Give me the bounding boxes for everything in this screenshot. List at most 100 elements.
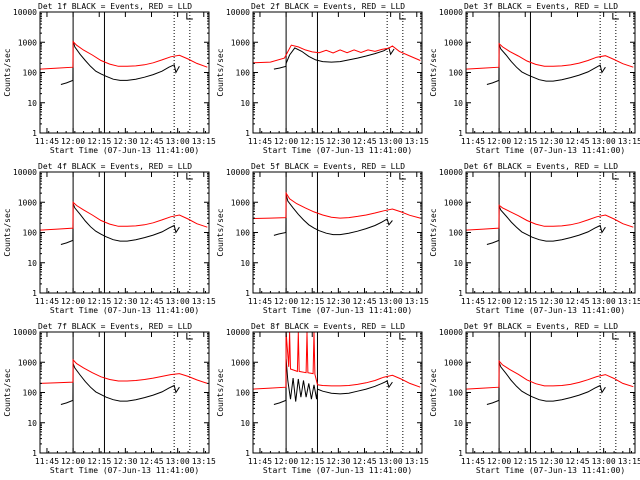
chart-panel-9: 1 10 100 1000 10000 11:45 12:00 12:15 12:30 12:45… xyxy=(429,322,640,475)
x-tick-label: 13:00 xyxy=(166,297,190,306)
x-tick-label: 12:00 xyxy=(61,297,85,306)
y-tick-label: 10 xyxy=(453,259,463,268)
lld-series-line xyxy=(39,358,208,384)
x-tick-label: 12:15 xyxy=(300,137,324,146)
x-tick-label: 12:15 xyxy=(513,137,537,146)
x-tick-label: 12:45 xyxy=(565,457,589,466)
x-tick-label: 13:15 xyxy=(618,137,640,146)
x-tick-label: 12:45 xyxy=(352,457,376,466)
panel-title: Det 9f BLACK = Events, RED = LLD xyxy=(464,322,618,331)
y-tick-label: 1 xyxy=(32,289,37,298)
x-tick-label: 13:00 xyxy=(379,297,403,306)
y-tick-label: 1 xyxy=(32,129,37,138)
y-axis-label: Counts/sec xyxy=(216,48,225,96)
x-tick-label: 12:45 xyxy=(352,297,376,306)
chart-panel-4: 1 10 100 1000 10000 11:45 12:00 12:15 12:30 12:45… xyxy=(3,162,216,315)
panel-title: Det 7f BLACK = Events, RED = LLD xyxy=(38,322,192,331)
lld-series-line xyxy=(252,44,421,64)
x-tick-label: 12:30 xyxy=(113,457,137,466)
y-axis-label: Counts/sec xyxy=(216,368,225,416)
y-axis-label: Counts/sec xyxy=(429,48,438,96)
x-tick-label: 11:45 xyxy=(248,457,272,466)
y-axis-label: Counts/sec xyxy=(216,208,225,256)
x-tick-label: 13:15 xyxy=(192,297,216,306)
y-tick-label: 10000 xyxy=(226,328,250,337)
chart-panel-7: 1 10 100 1000 10000 11:45 12:00 12:15 12:30 12:45… xyxy=(3,322,216,475)
y-tick-label: 10000 xyxy=(439,168,463,177)
y-axis-label: Counts/sec xyxy=(429,368,438,416)
x-tick-label: 12:45 xyxy=(352,137,376,146)
x-tick-label: 13:15 xyxy=(192,457,216,466)
y-tick-label: 1000 xyxy=(444,358,463,367)
y-tick-label: 1000 xyxy=(444,38,463,47)
x-tick-label: 11:45 xyxy=(35,297,59,306)
chart-panel-8: 1 10 100 1000 10000 11:45 12:00 12:15 12:30 12:45… xyxy=(216,322,429,475)
bracket-marker xyxy=(399,333,406,340)
x-axis-label: Start Time (07-Jun-13 11:41:00) xyxy=(50,306,199,315)
bracket-marker xyxy=(186,173,193,180)
y-tick-label: 1 xyxy=(458,449,463,458)
lld-series-line xyxy=(39,201,208,231)
y-tick-label: 100 xyxy=(23,389,38,398)
y-tick-label: 1 xyxy=(245,449,250,458)
x-tick-label: 12:15 xyxy=(87,457,111,466)
y-tick-label: 1 xyxy=(32,449,37,458)
chart-panel-3: 1 10 100 1000 10000 11:45 12:00 12:15 12:30 12:45… xyxy=(429,2,640,155)
y-tick-label: 10 xyxy=(240,259,250,268)
x-tick-label: 11:45 xyxy=(461,457,485,466)
chart-panel-5: 1 10 100 1000 10000 11:45 12:00 12:15 12:30 12:45… xyxy=(216,162,429,315)
y-tick-label: 1000 xyxy=(18,38,37,47)
y-tick-label: 10 xyxy=(27,259,37,268)
y-tick-label: 100 xyxy=(236,69,251,78)
x-tick-label: 12:45 xyxy=(565,297,589,306)
y-axis-label: Counts/sec xyxy=(3,368,12,416)
bracket-marker xyxy=(612,13,619,20)
x-tick-label: 13:00 xyxy=(592,457,616,466)
chart-panel-2: 1 10 100 1000 10000 11:45 12:00 12:15 12:30 12:45… xyxy=(216,2,429,155)
x-tick-label: 12:30 xyxy=(113,297,137,306)
x-tick-label: 12:15 xyxy=(87,297,111,306)
events-series-line xyxy=(273,358,393,405)
y-axis-label: Counts/sec xyxy=(429,208,438,256)
panel-title: Det 6f BLACK = Events, RED = LLD xyxy=(464,162,618,171)
y-tick-label: 10000 xyxy=(226,168,250,177)
x-tick-label: 13:00 xyxy=(166,137,190,146)
bracket-marker xyxy=(612,173,619,180)
x-axis-label: Start Time (07-Jun-13 11:41:00) xyxy=(263,306,412,315)
y-tick-label: 10 xyxy=(453,99,463,108)
x-tick-label: 12:30 xyxy=(326,297,350,306)
lld-series-line xyxy=(465,42,634,70)
x-tick-label: 12:15 xyxy=(513,457,537,466)
y-tick-label: 100 xyxy=(23,69,38,78)
x-tick-label: 12:30 xyxy=(326,457,350,466)
y-tick-label: 1 xyxy=(458,289,463,298)
y-tick-label: 10000 xyxy=(226,8,250,17)
y-tick-label: 1000 xyxy=(231,198,250,207)
bracket-marker xyxy=(399,13,406,20)
lld-series-line xyxy=(39,40,208,70)
x-axis-label: Start Time (07-Jun-13 11:41:00) xyxy=(476,306,625,315)
panel-title: Det 5f BLACK = Events, RED = LLD xyxy=(251,162,405,171)
y-tick-label: 10 xyxy=(27,99,37,108)
chart-panel-6: 1 10 100 1000 10000 11:45 12:00 12:15 12:30 12:45… xyxy=(429,162,640,315)
x-axis-label: Start Time (07-Jun-13 11:41:00) xyxy=(263,146,412,155)
y-tick-label: 100 xyxy=(236,389,251,398)
x-tick-label: 13:15 xyxy=(618,457,640,466)
x-tick-label: 12:15 xyxy=(513,297,537,306)
y-tick-label: 1000 xyxy=(18,198,37,207)
bracket-marker xyxy=(399,173,406,180)
x-tick-label: 11:45 xyxy=(461,297,485,306)
x-axis-label: Start Time (07-Jun-13 11:41:00) xyxy=(50,146,199,155)
x-tick-label: 12:45 xyxy=(565,137,589,146)
lld-series-line xyxy=(465,359,634,390)
x-tick-label: 13:00 xyxy=(166,457,190,466)
x-tick-label: 13:15 xyxy=(405,137,429,146)
x-tick-label: 13:15 xyxy=(405,457,429,466)
panel-title: Det 2f BLACK = Events, RED = LLD xyxy=(251,2,405,11)
x-tick-label: 13:15 xyxy=(192,137,216,146)
x-tick-label: 12:30 xyxy=(539,457,563,466)
y-tick-label: 1 xyxy=(458,129,463,138)
x-tick-label: 12:00 xyxy=(61,457,85,466)
x-tick-label: 12:00 xyxy=(61,137,85,146)
